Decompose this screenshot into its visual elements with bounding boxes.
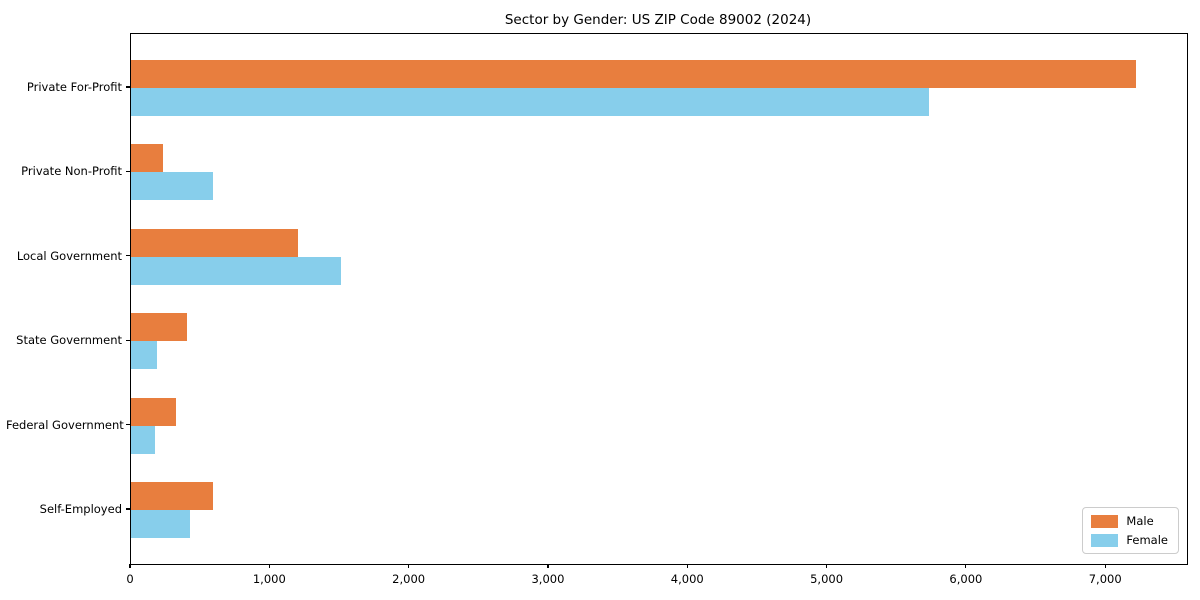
legend-swatch-female bbox=[1091, 533, 1119, 547]
legend-label: Male bbox=[1126, 514, 1154, 528]
legend-swatch-male bbox=[1091, 514, 1119, 528]
x-tick-label: 3,000 bbox=[531, 572, 565, 586]
bar-male-local-government bbox=[131, 228, 298, 257]
plot-area: Male Female bbox=[130, 33, 1188, 565]
x-tick-label: 0 bbox=[126, 572, 134, 586]
x-tick-mark bbox=[965, 564, 967, 569]
bar-male-state-government bbox=[131, 313, 187, 342]
y-tick-label: Federal Government bbox=[6, 417, 124, 432]
y-tick-label: State Government bbox=[16, 333, 122, 348]
y-tick-mark bbox=[126, 170, 130, 172]
x-tick-mark bbox=[547, 564, 549, 569]
y-tick-label: Local Government bbox=[16, 248, 122, 263]
x-tick-label: 5,000 bbox=[810, 572, 844, 586]
y-tick-label: Self-Employed bbox=[39, 501, 122, 516]
x-tick-mark bbox=[825, 564, 828, 569]
bar-male-self-employed bbox=[131, 481, 213, 510]
bar-female-self-employed bbox=[131, 509, 190, 538]
bar-female-federal-government bbox=[131, 425, 156, 454]
bar-male-private-non-profit bbox=[131, 144, 163, 173]
legend-label: Female bbox=[1126, 533, 1168, 547]
y-tick-label: Private For-Profit bbox=[26, 80, 122, 94]
bar-female-private-for-profit bbox=[131, 88, 930, 116]
y-tick-mark bbox=[126, 339, 130, 341]
x-tick-mark bbox=[268, 564, 270, 569]
legend: Male Female bbox=[1082, 507, 1179, 554]
legend-entry-male: Male bbox=[1091, 514, 1168, 528]
bar-female-state-government bbox=[131, 341, 157, 370]
x-tick-label: 4,000 bbox=[670, 572, 704, 586]
y-tick-mark bbox=[126, 255, 130, 257]
legend-entry-female: Female bbox=[1091, 533, 1168, 547]
x-tick-label: 1,000 bbox=[252, 572, 286, 586]
y-tick-mark bbox=[126, 86, 130, 88]
x-tick-label: 2,000 bbox=[392, 572, 426, 586]
bar-male-federal-government bbox=[131, 397, 176, 426]
bar-female-private-non-profit bbox=[131, 172, 214, 201]
x-tick-mark bbox=[129, 564, 131, 569]
y-tick-mark bbox=[126, 423, 130, 426]
y-tick-mark bbox=[126, 508, 130, 510]
x-tick-mark bbox=[686, 564, 688, 569]
x-tick-mark bbox=[1104, 564, 1106, 569]
bar-male-private-for-profit bbox=[131, 60, 1136, 88]
x-tick-label: 7,000 bbox=[1088, 572, 1122, 586]
x-tick-label: 6,000 bbox=[949, 572, 983, 586]
x-tick-mark bbox=[408, 564, 410, 569]
y-tick-label: Private Non-Profit bbox=[21, 164, 122, 179]
chart-title: Sector by Gender: US ZIP Code 89002 (202… bbox=[504, 12, 812, 28]
bar-female-local-government bbox=[131, 256, 342, 285]
